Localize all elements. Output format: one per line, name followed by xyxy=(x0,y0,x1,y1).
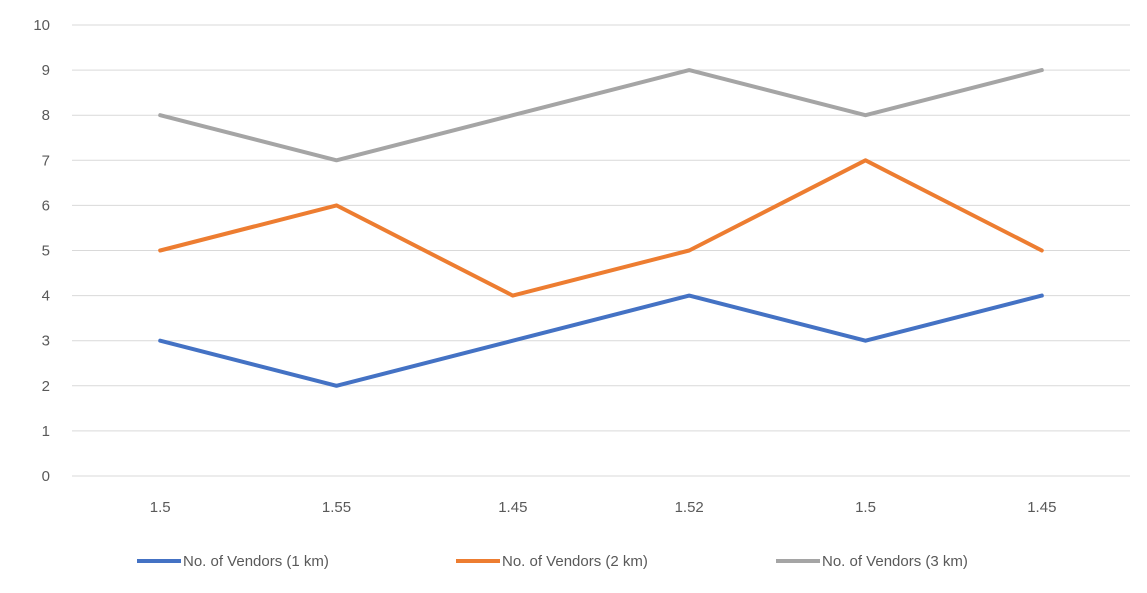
legend-label: No. of Vendors (3 km) xyxy=(822,553,968,570)
gridlines xyxy=(72,24,1130,477)
y-tick-label: 3 xyxy=(42,333,50,350)
series-line-3 xyxy=(158,68,1044,163)
y-tick-label: 2 xyxy=(42,378,50,395)
y-tick-label: 8 xyxy=(42,107,50,124)
y-tick-label: 6 xyxy=(42,197,50,214)
y-tick-label: 4 xyxy=(42,288,50,305)
x-tick-label: 1.52 xyxy=(675,499,704,516)
series-lines xyxy=(158,68,1044,388)
x-tick-label: 1.5 xyxy=(855,499,876,516)
legend: No. of Vendors (1 km) No. of Vendors (2 k… xyxy=(137,553,968,570)
series-line-2 xyxy=(158,158,1044,298)
y-tick-label: 5 xyxy=(42,243,50,260)
y-axis-tick-labels: 0 1 2 3 4 5 6 7 8 9 10 xyxy=(33,17,50,485)
x-tick-label: 1.55 xyxy=(322,499,351,516)
y-tick-label: 10 xyxy=(33,17,50,34)
y-tick-label: 0 xyxy=(42,468,50,485)
legend-label: No. of Vendors (1 km) xyxy=(183,553,329,570)
x-tick-label: 1.5 xyxy=(150,499,171,516)
x-tick-label: 1.45 xyxy=(498,499,527,516)
y-tick-label: 9 xyxy=(42,62,50,79)
series-line-1 xyxy=(158,293,1044,388)
x-axis-tick-labels: 1.5 1.55 1.45 1.52 1.5 1.45 xyxy=(150,499,1057,516)
legend-label: No. of Vendors (2 km) xyxy=(502,553,648,570)
y-tick-label: 1 xyxy=(42,423,50,440)
x-tick-label: 1.45 xyxy=(1027,499,1056,516)
y-tick-label: 7 xyxy=(42,152,50,169)
